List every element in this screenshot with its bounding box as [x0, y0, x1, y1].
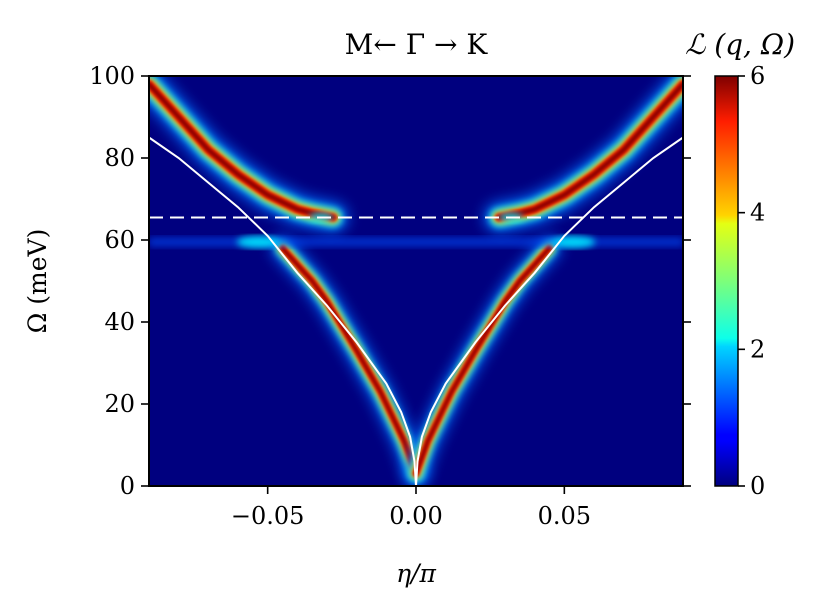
- x-tick-label: 0.05: [538, 502, 591, 530]
- flat-band-spot-left: [236, 236, 281, 249]
- upper-branch-left: [149, 81, 336, 220]
- x-axis: −0.05 0.00 0.05: [231, 486, 591, 530]
- overlay-lines: [149, 136, 683, 486]
- y-axis-label: Ω (meV): [23, 229, 52, 334]
- y-tick-label: 80: [104, 144, 135, 172]
- colorbar-tick-label: 2: [750, 335, 765, 363]
- x-tick-label: −0.05: [231, 502, 305, 530]
- y-tick-label: 100: [89, 62, 135, 90]
- colorbar-tick-label: 0: [750, 472, 765, 500]
- colorbar-tick-label: 6: [750, 62, 765, 90]
- colorbar: 0 2 4 6 ℒ (q, Ω): [685, 28, 795, 500]
- colorbar-tick-label: 4: [750, 199, 765, 227]
- flat-band-glow: [149, 237, 683, 248]
- colorbar-label: ℒ (q, Ω): [685, 28, 795, 61]
- chart-title: M← Γ → K: [345, 28, 489, 61]
- x-tick-label: 0.00: [389, 502, 442, 530]
- lower-branch-left: [280, 246, 418, 476]
- y-axis: 0 20 40 60 80 100: [89, 62, 691, 500]
- plot-area: [148, 75, 684, 487]
- upper-branch-right: [496, 81, 683, 220]
- y-tick-label: 40: [104, 308, 135, 336]
- x-axis-label: η/π: [396, 559, 436, 588]
- white-curve-right: [415, 136, 683, 486]
- colorbar-fill: [714, 75, 739, 487]
- lower-branch-right: [414, 246, 552, 476]
- heatmap-background: [149, 76, 683, 486]
- y-tick-label: 60: [104, 226, 135, 254]
- colorbar-ticks: 0 2 4 6: [738, 62, 765, 500]
- y-tick-label: 0: [120, 472, 135, 500]
- flat-band-spot-right: [551, 236, 596, 249]
- y-tick-label: 20: [104, 390, 135, 418]
- heatmap-spectral-weight: [149, 76, 683, 485]
- white-curve-left: [149, 136, 417, 486]
